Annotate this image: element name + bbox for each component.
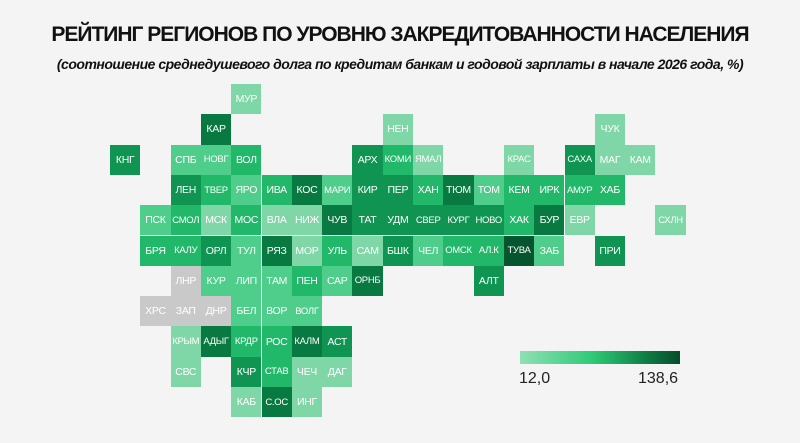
legend-min-label: 12,0 xyxy=(519,370,551,387)
region-tile: ЧУК xyxy=(594,114,626,145)
region-tile: КЧР xyxy=(231,356,262,387)
region-tile: СВЕР xyxy=(413,205,444,236)
region-tile: МСК xyxy=(200,205,232,236)
region-tile: АМУР xyxy=(564,174,595,206)
region-tile: ЛИП xyxy=(231,265,262,297)
region-tile: КИР xyxy=(352,174,383,206)
page-subtitle: (соотношение среднедушевого долга по кре… xyxy=(56,56,744,72)
region-tile: АСТ xyxy=(322,326,353,357)
region-tile: КРДР xyxy=(231,326,262,357)
region-tile: РЯЗ xyxy=(261,235,292,266)
region-tile: ОМСК xyxy=(443,235,474,266)
region-tile: СТАВ xyxy=(261,356,292,387)
region-tile: ТАМ xyxy=(261,265,292,297)
region-tile: ЧЕЛ xyxy=(413,235,444,266)
region-tile: ТВЕР xyxy=(200,174,232,206)
region-tile: ВОЛ xyxy=(231,144,262,175)
region-tile: НОВГ xyxy=(200,144,232,175)
region-tile: ДНР xyxy=(200,296,232,327)
region-tile: АЛ.К xyxy=(473,235,504,266)
region-tile: ВОЛГ xyxy=(291,296,323,327)
region-tile: КУР xyxy=(200,265,232,297)
region-tile: САР xyxy=(322,265,353,297)
region-tile: УДМ xyxy=(382,205,413,236)
region-tile: ХАК xyxy=(503,205,535,236)
region-tile: ХАН xyxy=(413,174,444,206)
region-tile: ОРНБ xyxy=(352,265,383,297)
region-tile: ПЕР xyxy=(382,174,413,206)
region-tile: САХА xyxy=(564,144,595,175)
region-tile: АРХ xyxy=(352,144,383,175)
region-tile: ХАБ xyxy=(594,174,626,206)
region-tile: ИРК xyxy=(534,174,565,206)
region-tile: ПСК xyxy=(140,205,171,236)
region-tile: КОС xyxy=(291,174,323,206)
legend-gradient-bar xyxy=(520,351,680,364)
region-tile: АДЫГ xyxy=(200,326,232,357)
region-tile: МОР xyxy=(291,235,323,266)
region-tile: ЯРО xyxy=(231,174,262,206)
region-tile: ЧЕЧ xyxy=(291,356,323,387)
region-tile: ВОР xyxy=(261,296,292,327)
region-tile: КРАС xyxy=(503,144,535,175)
region-tile: МОС xyxy=(231,205,262,236)
region-tile: КЕМ xyxy=(503,174,535,206)
region-tile: ЯМАЛ xyxy=(413,144,444,175)
region-tile: ЧУВ xyxy=(322,205,353,236)
region-tile: ТОМ xyxy=(473,174,504,206)
region-tile: САМ xyxy=(352,235,383,266)
region-tile: СВС xyxy=(170,356,201,387)
region-tile: МАРИ xyxy=(322,174,353,206)
region-tile: С.ОС xyxy=(261,387,292,418)
region-tile: КАЛУ xyxy=(170,235,201,266)
page-title: РЕЙТИНГ РЕГИОНОВ ПО УРОВНЮ ЗАКРЕДИТОВАНН… xyxy=(51,23,749,46)
region-tile: ВЛА xyxy=(261,205,292,236)
region-tile: ЛЕН xyxy=(170,174,201,206)
region-tile: БШК xyxy=(382,235,413,266)
region-tile: БУР xyxy=(534,205,565,236)
region-tile: ТЮМ xyxy=(443,174,474,206)
region-tile: ОРЛ xyxy=(200,235,232,266)
region-tile: СМОЛ xyxy=(170,205,201,236)
region-tile: КАР xyxy=(200,114,232,145)
region-tile: ДАГ xyxy=(322,356,353,387)
region-tile: ЗАП xyxy=(170,296,201,327)
region-tile: ТАТ xyxy=(352,205,383,236)
region-tile: НЕН xyxy=(382,114,413,145)
region-tile: НИЖ xyxy=(291,205,323,236)
region-tile: АЛТ xyxy=(473,265,504,297)
legend-max-label: 138,6 xyxy=(638,370,679,387)
region-tile: ИВА xyxy=(261,174,292,206)
region-tile: ЛНР xyxy=(170,265,201,297)
region-tile: КРЫМ xyxy=(170,326,201,357)
region-tile: КАМ xyxy=(625,144,656,175)
region-tile: ЗАБ xyxy=(534,235,565,266)
region-tile: ПЕН xyxy=(291,265,323,297)
region-tile: СХЛН xyxy=(655,205,686,236)
region-tile: ХРС xyxy=(140,296,171,327)
region-tile: СПБ xyxy=(170,144,201,175)
region-tile: КАЛМ xyxy=(291,326,323,357)
region-tile: МУР xyxy=(231,84,262,115)
region-tile: БРЯ xyxy=(140,235,171,266)
region-tile: КОМИ xyxy=(382,144,413,175)
region-tile: УЛЬ xyxy=(322,235,353,266)
region-tile: ИНГ xyxy=(291,387,323,418)
region-tile: КАБ xyxy=(231,387,262,418)
region-tile: ТУВА xyxy=(503,235,535,266)
region-tile: БЕЛ xyxy=(231,296,262,327)
region-tile: РОС xyxy=(261,326,292,357)
region-tile: НОВО xyxy=(473,205,504,236)
region-tile: КУРГ xyxy=(443,205,474,236)
region-tile: МАГ xyxy=(594,144,626,175)
region-tile: ТУЛ xyxy=(231,235,262,266)
region-tile: ПРИ xyxy=(594,235,626,266)
region-tile: КНГ xyxy=(110,144,141,175)
region-tile: ЕВР xyxy=(564,205,595,236)
